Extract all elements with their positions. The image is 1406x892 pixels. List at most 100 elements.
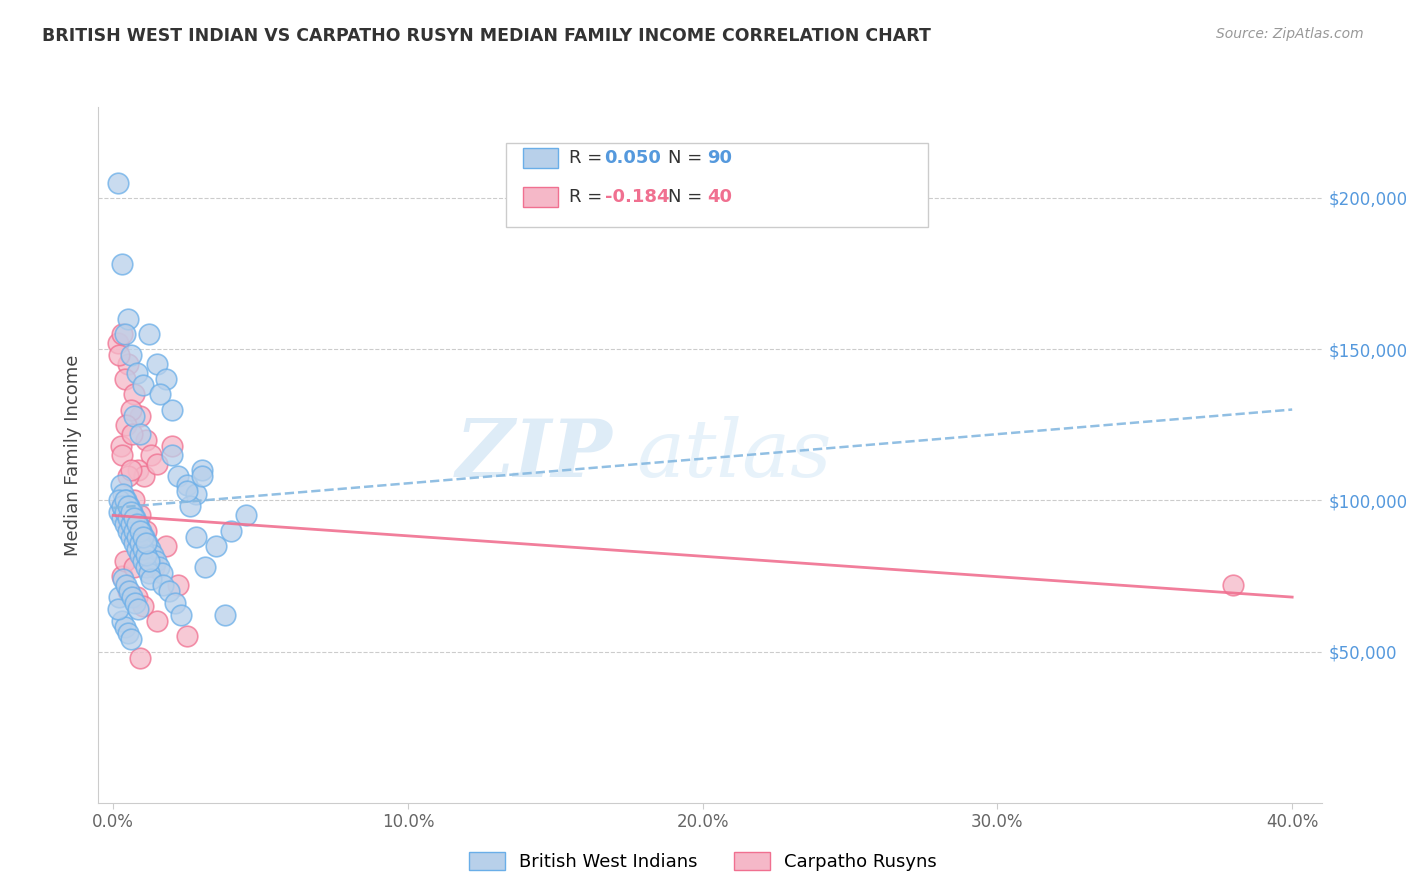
Point bbox=[117, 469, 139, 483]
Y-axis label: Median Family Income: Median Family Income bbox=[65, 354, 83, 556]
Point bbox=[110, 478, 132, 492]
Point bbox=[122, 387, 145, 401]
Point bbox=[135, 548, 157, 562]
Point bbox=[190, 463, 212, 477]
Point bbox=[111, 448, 134, 462]
Point bbox=[111, 326, 134, 341]
Point bbox=[138, 554, 160, 568]
Point bbox=[117, 517, 139, 532]
Point bbox=[118, 500, 141, 514]
Point bbox=[114, 326, 136, 341]
Point bbox=[110, 439, 132, 453]
Point bbox=[167, 469, 190, 483]
Text: ZIP: ZIP bbox=[456, 417, 612, 493]
Point bbox=[128, 548, 150, 562]
Text: N =: N = bbox=[668, 188, 707, 206]
Point bbox=[125, 517, 148, 532]
Point bbox=[122, 493, 145, 508]
Point bbox=[160, 448, 183, 462]
Text: -0.184: -0.184 bbox=[605, 188, 669, 206]
Point bbox=[190, 469, 212, 483]
Point bbox=[128, 524, 150, 538]
Point bbox=[120, 517, 142, 532]
Text: R =: R = bbox=[569, 188, 609, 206]
Point bbox=[111, 257, 134, 271]
Point bbox=[219, 524, 242, 538]
Point bbox=[128, 508, 150, 523]
Point bbox=[124, 596, 146, 610]
Point bbox=[214, 608, 236, 623]
Point bbox=[138, 566, 160, 580]
Point bbox=[108, 505, 131, 519]
Point bbox=[114, 493, 136, 508]
Point bbox=[114, 505, 136, 519]
Point bbox=[125, 530, 148, 544]
Point bbox=[176, 484, 198, 499]
Point bbox=[111, 500, 134, 514]
Text: 40: 40 bbox=[707, 188, 733, 206]
Point bbox=[118, 584, 141, 599]
Point bbox=[135, 559, 157, 574]
Text: R =: R = bbox=[569, 149, 609, 167]
Point bbox=[155, 539, 177, 553]
Point bbox=[127, 602, 149, 616]
Point bbox=[114, 372, 136, 386]
Point bbox=[117, 584, 139, 599]
Point bbox=[112, 487, 135, 501]
Point bbox=[121, 590, 143, 604]
Point bbox=[148, 559, 170, 574]
Point bbox=[132, 530, 155, 544]
Point bbox=[111, 569, 134, 583]
Point bbox=[170, 608, 193, 623]
Point bbox=[120, 632, 142, 647]
Point bbox=[136, 535, 159, 549]
Point bbox=[131, 599, 153, 614]
Point bbox=[131, 554, 153, 568]
Point bbox=[160, 402, 183, 417]
Point bbox=[111, 615, 134, 629]
Point bbox=[122, 530, 145, 544]
Text: BRITISH WEST INDIAN VS CARPATHO RUSYN MEDIAN FAMILY INCOME CORRELATION CHART: BRITISH WEST INDIAN VS CARPATHO RUSYN ME… bbox=[42, 27, 931, 45]
Point bbox=[117, 524, 139, 538]
Point bbox=[129, 524, 152, 538]
Point bbox=[111, 511, 134, 525]
Point bbox=[184, 530, 207, 544]
Point bbox=[1222, 578, 1244, 592]
Point bbox=[107, 336, 129, 351]
Point bbox=[176, 478, 198, 492]
Point bbox=[143, 559, 166, 574]
Point bbox=[117, 511, 139, 525]
Point bbox=[114, 620, 136, 634]
Point bbox=[107, 602, 129, 616]
Point bbox=[131, 541, 153, 556]
Point bbox=[135, 524, 157, 538]
Point bbox=[125, 590, 148, 604]
Text: atlas: atlas bbox=[637, 417, 832, 493]
Point bbox=[120, 530, 142, 544]
Point bbox=[122, 511, 145, 525]
Point bbox=[128, 409, 150, 423]
Point bbox=[112, 572, 135, 586]
Text: Source: ZipAtlas.com: Source: ZipAtlas.com bbox=[1216, 27, 1364, 41]
Point bbox=[122, 524, 145, 538]
Point bbox=[128, 548, 150, 562]
Point bbox=[111, 500, 134, 514]
Point bbox=[120, 402, 142, 417]
Point bbox=[235, 508, 257, 523]
Point bbox=[121, 426, 143, 441]
Point bbox=[120, 505, 142, 519]
Legend: British West Indians, Carpatho Rusyns: British West Indians, Carpatho Rusyns bbox=[461, 845, 945, 879]
Point bbox=[141, 572, 163, 586]
Text: 90: 90 bbox=[707, 149, 733, 167]
Point bbox=[115, 493, 138, 508]
Point bbox=[128, 426, 150, 441]
Point bbox=[127, 463, 149, 477]
Point bbox=[152, 578, 174, 592]
Point bbox=[146, 615, 169, 629]
Point bbox=[127, 517, 149, 532]
Point bbox=[146, 357, 169, 371]
Point bbox=[114, 554, 136, 568]
Point bbox=[146, 457, 169, 471]
Point bbox=[131, 378, 153, 392]
Point bbox=[157, 584, 180, 599]
